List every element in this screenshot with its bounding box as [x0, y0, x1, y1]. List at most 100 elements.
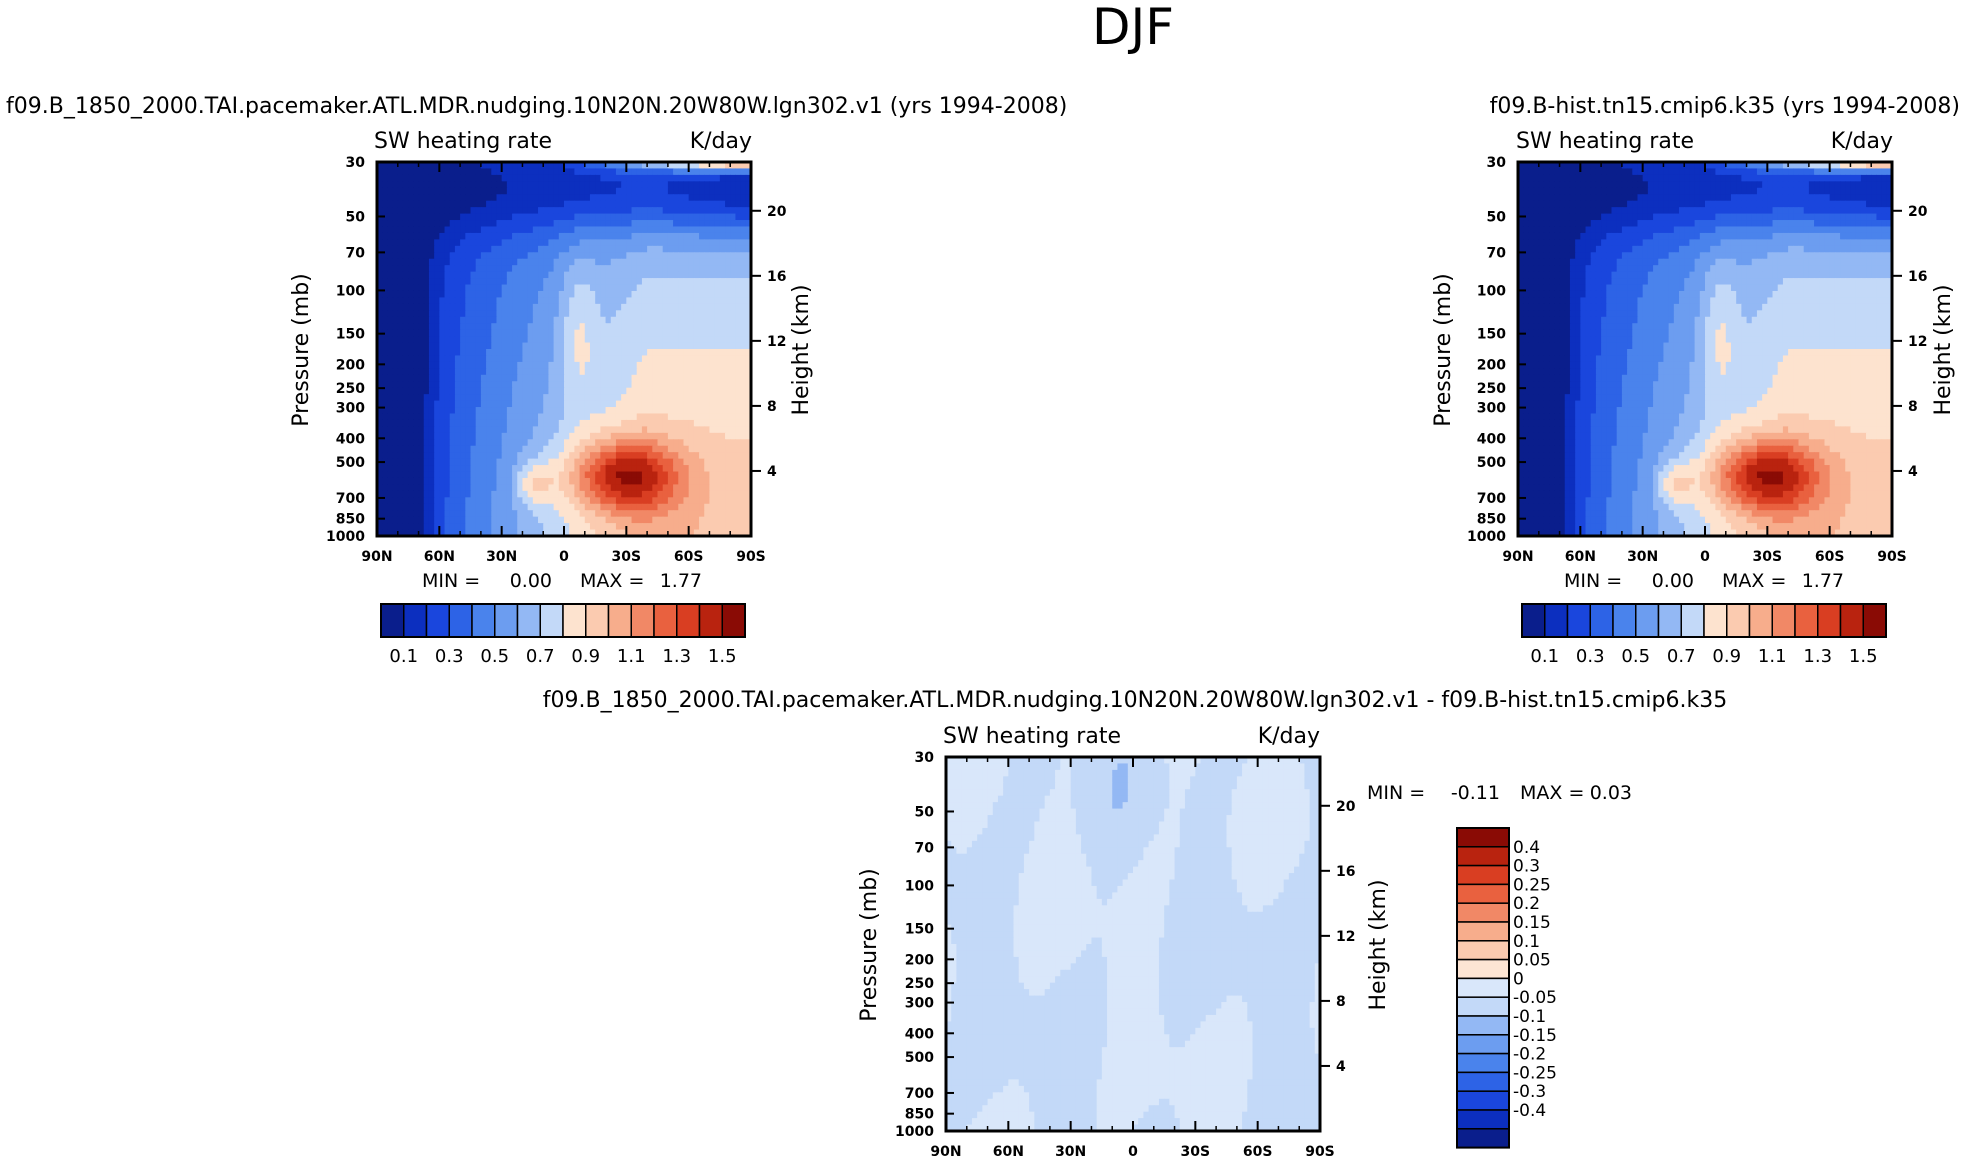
contour-cell — [413, 407, 420, 415]
contour-cell — [475, 213, 482, 221]
contour-cell — [714, 355, 721, 363]
contour-cell — [730, 374, 737, 382]
contour-cell — [1715, 194, 1722, 202]
contour-cell — [465, 426, 472, 434]
contour-cell — [382, 490, 388, 498]
contour-cell — [647, 265, 653, 273]
contour-cell — [512, 323, 518, 331]
contour-cell — [543, 162, 550, 170]
contour-cell — [465, 361, 472, 369]
contour-cell — [652, 387, 659, 395]
contour-cell — [413, 529, 420, 537]
contour-cell — [532, 245, 539, 253]
contour-cell — [392, 297, 399, 305]
contour-cell — [735, 258, 742, 266]
contour-cell — [1840, 200, 1846, 208]
contour-cell — [428, 168, 435, 176]
contour-cell — [704, 419, 711, 427]
contour-cell — [667, 465, 674, 473]
contour-cell — [621, 310, 627, 318]
contour-cell — [423, 310, 430, 318]
contour-cell — [657, 342, 664, 350]
contour-cell — [553, 329, 560, 337]
contour-cell — [569, 516, 575, 524]
contour-cell — [730, 355, 737, 363]
contour-cell — [460, 381, 466, 389]
contour-cell — [418, 510, 425, 518]
contour-cell — [1637, 174, 1644, 182]
contour-cell — [699, 187, 705, 195]
contour-cell — [397, 452, 404, 460]
contour-cell — [740, 510, 747, 518]
contour-cell — [678, 239, 685, 247]
contour-cell — [454, 400, 461, 408]
contour-cell — [512, 336, 518, 344]
contour-cell — [1834, 181, 1841, 189]
contour-cell — [647, 271, 653, 279]
contour-cell — [486, 516, 492, 524]
contour-cell — [730, 207, 737, 215]
contour-cell — [1767, 200, 1774, 208]
contour-cell — [564, 419, 570, 427]
contour-cell — [714, 342, 721, 350]
contour-cell — [735, 529, 742, 537]
contour-cell — [1668, 213, 1675, 221]
contour-cell — [725, 271, 731, 279]
contour-cell — [558, 232, 565, 240]
contour-cell — [548, 503, 555, 511]
contour-cell — [506, 381, 513, 389]
contour-cell — [678, 477, 685, 486]
contour-cell — [615, 432, 622, 440]
contour-cell — [475, 465, 482, 473]
contour-cell — [1533, 220, 1540, 228]
contour-cell — [522, 265, 529, 273]
contour-cell — [413, 413, 420, 421]
contour-cell — [558, 316, 565, 324]
contour-cell — [1606, 213, 1613, 221]
contour-cell — [387, 245, 394, 253]
contour-cell — [688, 387, 695, 395]
contour-cell — [501, 252, 508, 260]
contour-cell — [532, 220, 539, 228]
contour-cell — [745, 516, 752, 524]
contour-cell — [1653, 220, 1659, 228]
contour-cell — [621, 207, 627, 215]
contour-cell — [641, 278, 648, 286]
contour-cell — [418, 284, 425, 292]
contour-cell — [496, 271, 503, 279]
contour-cell — [714, 284, 721, 292]
contour-cell — [735, 290, 742, 299]
contour-cell — [569, 407, 575, 415]
contour-cell — [600, 477, 607, 486]
contour-cell — [553, 220, 560, 228]
contour-cell — [512, 510, 518, 518]
contour-cell — [1533, 187, 1540, 195]
contour-cell — [584, 200, 591, 208]
contour-cell — [408, 213, 414, 221]
contour-cell — [491, 361, 498, 369]
contour-cell — [725, 284, 731, 292]
contour-cell — [1725, 162, 1732, 170]
contour-cell — [673, 503, 679, 511]
contour-cell — [538, 465, 544, 473]
contour-cell — [1523, 213, 1529, 221]
contour-cell — [506, 207, 513, 215]
contour-cell — [512, 174, 518, 182]
contour-cell — [615, 239, 622, 247]
contour-cell — [673, 265, 679, 273]
contour-cell — [730, 265, 737, 273]
contour-cell — [745, 407, 752, 415]
contour-cell — [470, 529, 477, 537]
contour-cell — [434, 361, 440, 369]
contour-cell — [735, 523, 742, 531]
contour-cell — [397, 439, 404, 447]
contour-cell — [688, 458, 695, 466]
contour-cell — [449, 303, 456, 311]
contour-cell — [491, 181, 498, 189]
contour-cell — [693, 368, 700, 376]
contour-cell — [730, 452, 737, 460]
contour-cell — [1699, 187, 1706, 195]
contour-cell — [605, 523, 612, 531]
contour-cell — [1746, 162, 1753, 170]
contour-cell — [428, 232, 435, 240]
